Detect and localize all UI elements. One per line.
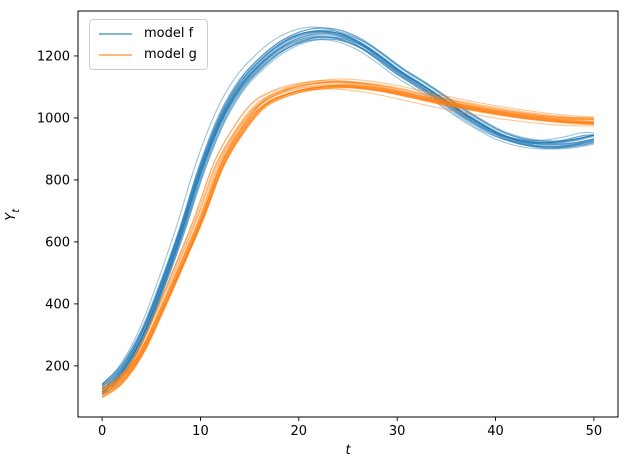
- series-model-g: [101, 78, 594, 398]
- ensemble-line-model-f: [101, 29, 595, 394]
- plot-border: [77, 10, 619, 418]
- ensemble-line-model-g: [101, 87, 594, 392]
- ensemble-line-model-f: [101, 31, 595, 395]
- ensemble-line-model-f: [101, 34, 595, 388]
- ensemble-line-model-g: [101, 80, 594, 396]
- ensemble-line-model-g: [101, 81, 594, 391]
- ensemble-line-model-g: [101, 85, 594, 398]
- ensemble-line-model-f: [101, 39, 594, 395]
- ensemble-line-model-g: [101, 81, 594, 392]
- ensemble-line-model-g: [101, 79, 594, 396]
- y-tick-label: 600: [45, 235, 70, 250]
- legend: model f model g: [89, 19, 208, 70]
- ensemble-line-model-g: [101, 86, 594, 392]
- ensemble-line-model-g: [101, 86, 594, 395]
- ensemble-line-model-f: [101, 27, 595, 386]
- x-tick-label: 40: [487, 424, 504, 439]
- ensemble-line-model-g: [101, 84, 594, 389]
- ensemble-line-model-g: [101, 85, 594, 395]
- legend-entry-model-f: model f: [99, 27, 197, 41]
- y-tick-label: 200: [45, 359, 70, 374]
- x-tick-label: 10: [192, 424, 209, 439]
- ensemble-line-model-f: [101, 30, 595, 394]
- ensemble-line-model-f: [101, 36, 595, 396]
- ensemble-line-model-g: [101, 88, 594, 391]
- ensemble-line-model-g: [101, 78, 594, 387]
- ensemble-line-model-f: [101, 33, 595, 391]
- ensemble-line-model-g: [101, 86, 594, 398]
- ensemble-line-model-f: [101, 35, 595, 386]
- ensemble-line-model-f: [101, 36, 595, 393]
- legend-label-model-f: model f: [144, 26, 194, 41]
- ensemble-line-model-f: [101, 30, 594, 390]
- ensemble-line-model-f: [101, 36, 595, 387]
- ensemble-line-model-g: [101, 86, 594, 394]
- series-model-f: [101, 26, 595, 396]
- x-tick-label: 30: [389, 424, 406, 439]
- legend-label-model-g: model g: [144, 47, 197, 62]
- legend-line-sample-model-g: [99, 54, 132, 56]
- ensemble-line-model-f: [101, 31, 595, 389]
- ensemble-line-model-g: [101, 83, 594, 392]
- ensemble-line-model-g: [101, 84, 594, 392]
- ensemble-line-model-g: [101, 84, 594, 394]
- ensemble-line-model-f: [101, 36, 595, 393]
- x-tick-label: 0: [98, 424, 106, 439]
- ensemble-line-model-f: [101, 32, 595, 390]
- ensemble-line-model-f: [101, 38, 595, 394]
- ensemble-line-model-f: [101, 30, 595, 387]
- legend-line-sample-model-f: [99, 33, 132, 35]
- ensemble-line-model-g: [101, 84, 594, 390]
- y-tick-label: 400: [45, 297, 70, 312]
- y-axis-label: Yt: [4, 208, 22, 221]
- x-axis-label: t: [345, 443, 351, 458]
- ensemble-line-model-g: [101, 85, 594, 398]
- y-tick-label: 1000: [37, 111, 70, 126]
- ensemble-line-model-f: [101, 38, 595, 390]
- ensemble-line-model-f: [101, 31, 595, 390]
- y-tick-label: 800: [45, 173, 70, 188]
- x-tick-label: 50: [586, 424, 603, 439]
- y-tick-label: 1200: [37, 49, 70, 64]
- ensemble-line-model-f: [101, 26, 594, 385]
- ensemble-line-model-f: [101, 30, 594, 396]
- legend-entry-model-g: model g: [99, 48, 197, 62]
- x-tick-label: 20: [291, 424, 308, 439]
- ensemble-line-model-g: [101, 81, 594, 389]
- ensemble-line-model-f: [101, 27, 595, 385]
- ensemble-line-model-g: [101, 80, 594, 397]
- ensemble-line-model-g: [101, 82, 594, 398]
